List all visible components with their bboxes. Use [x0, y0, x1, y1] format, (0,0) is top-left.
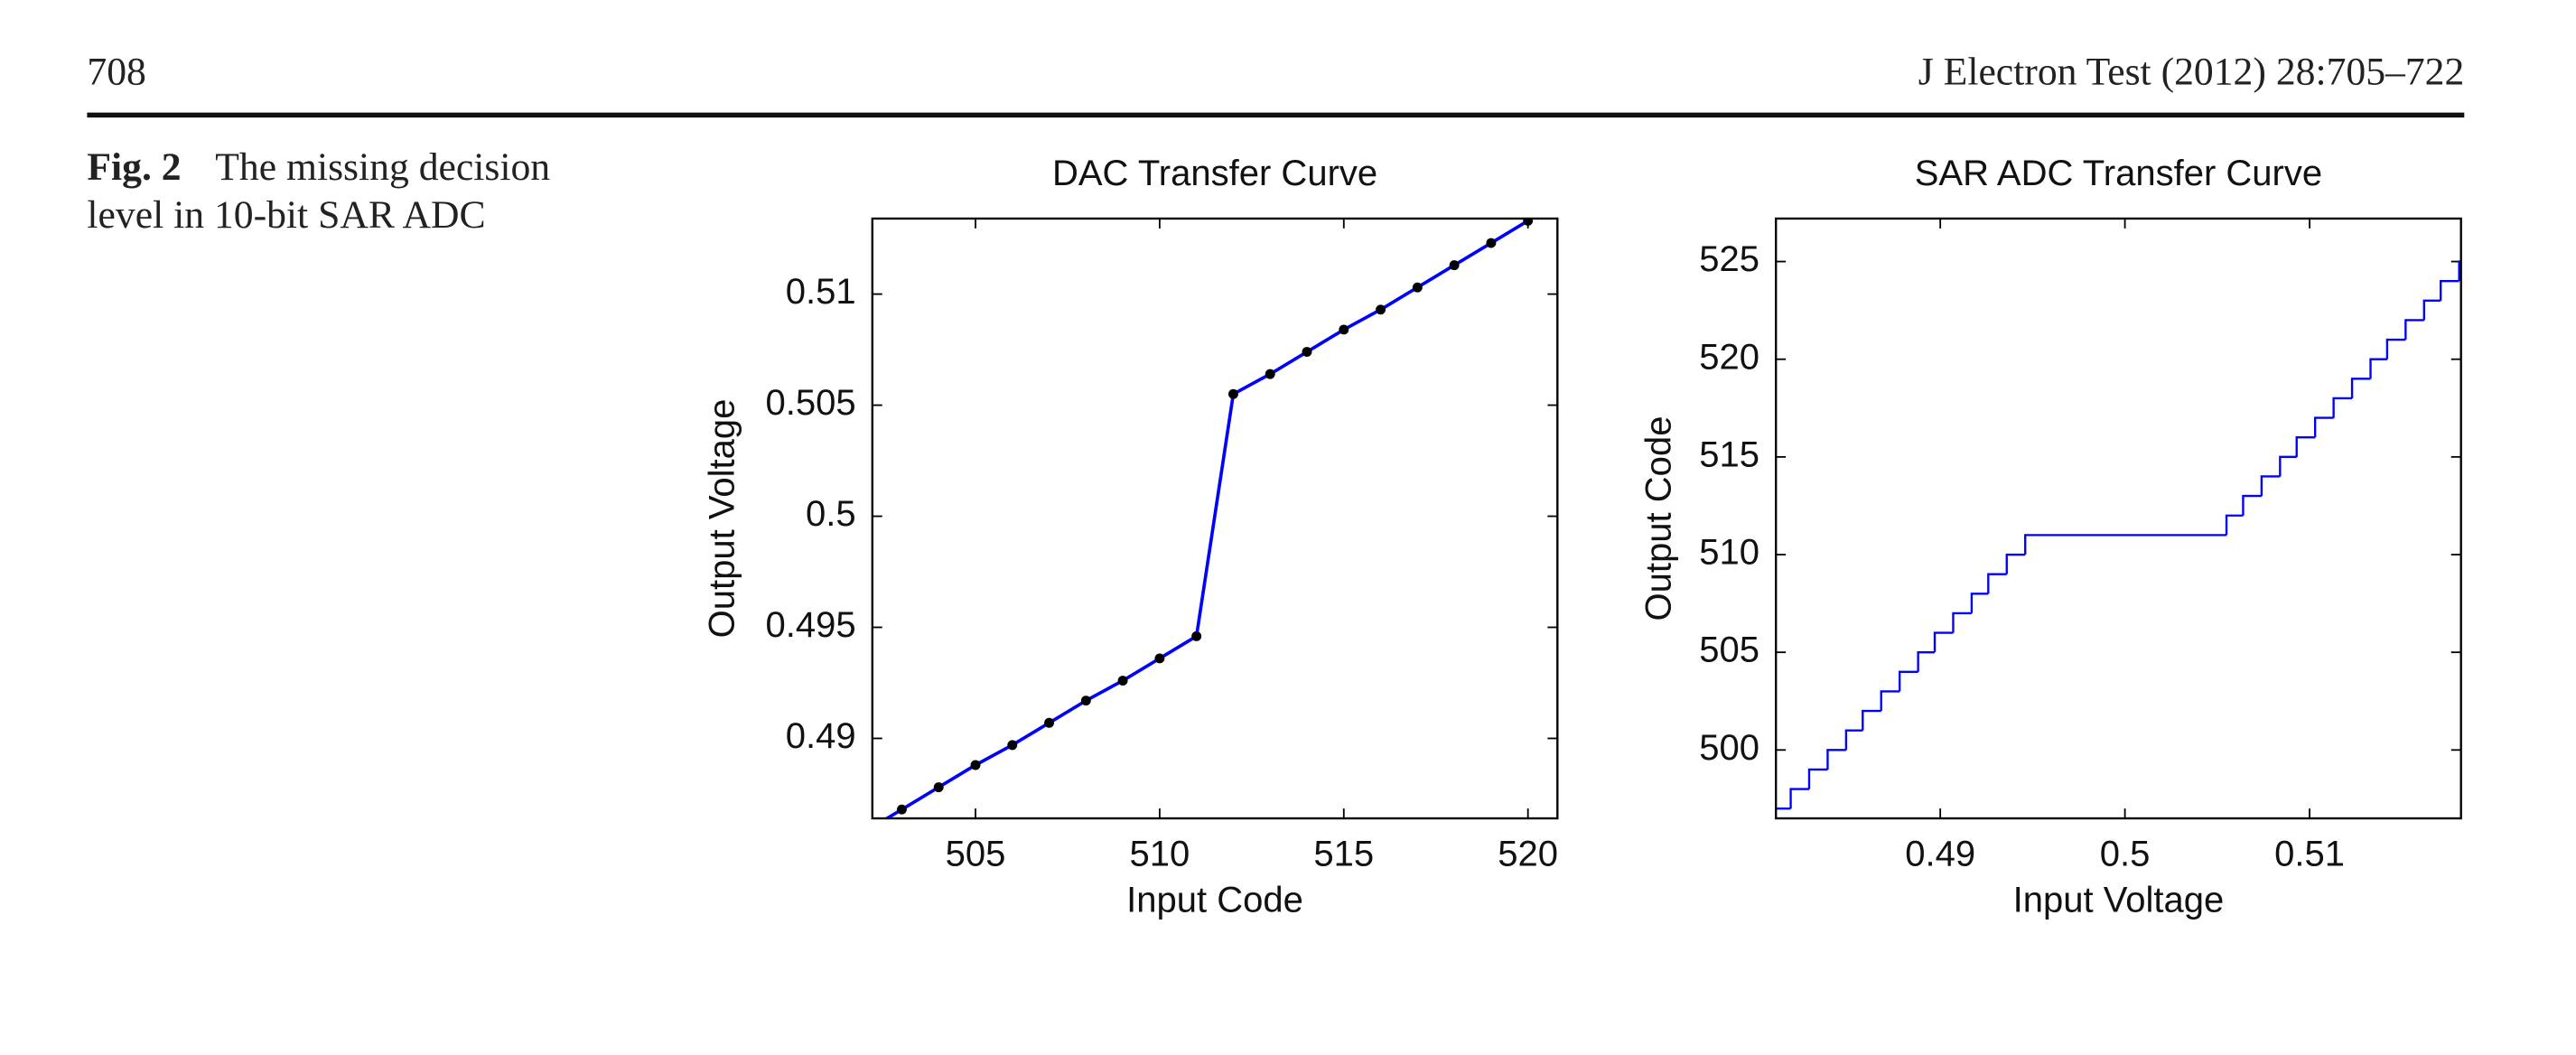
data-point: [1044, 717, 1055, 728]
data-line: [883, 219, 1529, 819]
step-segment: [1933, 631, 1954, 653]
chart: DAC Transfer Curve Input Code Output Volta…: [703, 154, 1559, 920]
data-point: [860, 826, 870, 836]
step-segment: [1952, 612, 1972, 633]
step-segment: [1789, 788, 1810, 809]
step-segment: [1880, 690, 1900, 712]
data-point: [970, 760, 981, 770]
plot-area: [1776, 260, 2461, 810]
caption-text: The missing decision: [215, 145, 550, 189]
step-segment: [2404, 319, 2424, 341]
step-segment: [1844, 729, 1863, 751]
x-tick-label: 510: [1130, 834, 1190, 873]
step-segment: [1807, 768, 1828, 789]
x-tick-label: 0.5: [2100, 834, 2151, 873]
step-segment: [2024, 534, 2227, 556]
data-point: [1154, 653, 1165, 664]
step-segment: [2295, 436, 2316, 457]
caption-label: Fig. 2: [87, 145, 181, 189]
data-point: [1486, 238, 1497, 248]
axes-box: [871, 217, 1559, 820]
y-tick-label: 0.495: [766, 605, 856, 645]
page-number: 708: [87, 51, 145, 94]
x-axis-label: Input Voltage: [2013, 880, 2225, 920]
axes-box: [1775, 217, 2462, 820]
data-point: [1117, 676, 1128, 686]
chart-title: SAR ADC Transfer Curve: [1915, 154, 2322, 193]
y-tick-label: 505: [1699, 630, 1759, 670]
x-tick-label: 505: [946, 834, 1006, 873]
step-segment: [1826, 749, 1846, 770]
data-point: [1080, 696, 1091, 706]
data-point: [1339, 324, 1349, 335]
step-segment: [2260, 475, 2281, 497]
data-point: [1449, 260, 1460, 271]
step-segment: [2225, 514, 2244, 536]
y-tick-label: 515: [1699, 434, 1759, 474]
y-axis-label: Output Code: [1638, 416, 1678, 621]
journal-reference: J Electron Test (2012) 28:705–722: [1918, 51, 2465, 94]
step-segment: [1917, 650, 1936, 672]
y-tick-label: 500: [1699, 728, 1759, 768]
chart: SAR ADC Transfer Curve Input Voltage Outpu…: [1638, 154, 2462, 920]
step-segment: [1862, 709, 1881, 731]
data-point: [1265, 369, 1275, 379]
y-tick-label: 525: [1699, 239, 1759, 279]
step-segment: [2440, 280, 2459, 301]
step-segment: [2242, 494, 2262, 516]
data-point: [1227, 388, 1238, 399]
data-point: [1007, 740, 1018, 751]
x-tick-label: 515: [1313, 834, 1374, 873]
data-point: [896, 804, 907, 815]
y-tick-label: 0.5: [806, 494, 856, 534]
plot-area: [860, 218, 1534, 836]
step-segment: [2422, 299, 2441, 321]
data-point: [1302, 347, 1312, 357]
x-tick-label: 520: [1498, 834, 1558, 873]
y-tick-label: 0.505: [766, 383, 856, 423]
step-segment: [2369, 358, 2387, 379]
y-tick-label: 0.51: [786, 272, 856, 312]
y-axis-label: Output Voltage: [703, 399, 742, 639]
step-segment: [2279, 455, 2297, 477]
step-segment: [2005, 553, 2026, 574]
caption-text: level in 10-bit SAR ADC: [87, 193, 485, 237]
y-tick-label: 520: [1699, 337, 1759, 377]
step-segment: [2385, 338, 2406, 359]
y-tick-label: 0.49: [786, 716, 856, 756]
step-segment: [2350, 378, 2371, 398]
data-point: [933, 782, 944, 793]
x-tick-label: 0.51: [2274, 834, 2345, 873]
chart-title: DAC Transfer Curve: [1052, 154, 1377, 193]
step-segment: [2332, 397, 2353, 418]
x-tick-label: 0.49: [1905, 834, 1975, 873]
data-point: [1376, 304, 1386, 315]
step-segment: [1899, 670, 1918, 692]
step-segment: [1970, 593, 1989, 613]
x-axis-label: Input Code: [1126, 880, 1303, 920]
y-tick-label: 510: [1699, 533, 1759, 573]
data-point: [1412, 282, 1423, 293]
step-segment: [1987, 573, 2007, 594]
step-segment: [2313, 416, 2334, 438]
data-point: [1191, 630, 1202, 641]
data-point: [1523, 218, 1534, 226]
